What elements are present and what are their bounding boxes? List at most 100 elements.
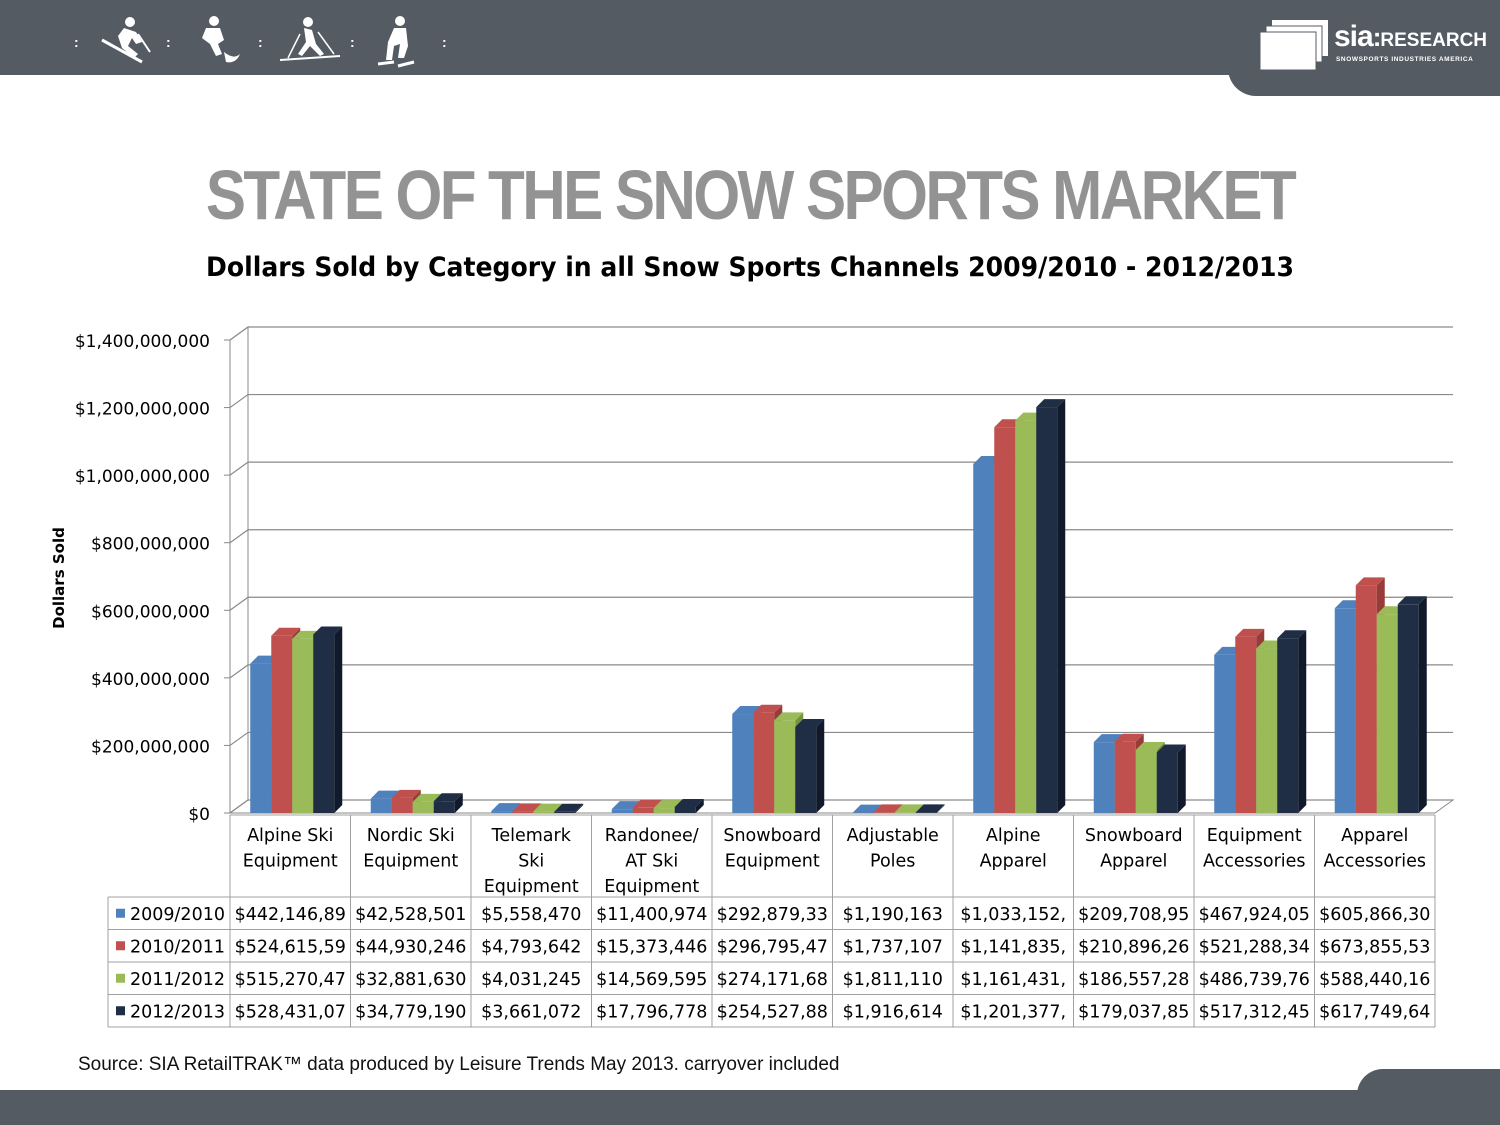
bar-2012-2013: [1156, 744, 1186, 813]
legend-series-name: 2009/2010: [130, 905, 225, 925]
bar-side: [1177, 744, 1186, 813]
bar-front: [313, 634, 335, 813]
bar-front: [1334, 608, 1356, 813]
bar-top: [370, 790, 400, 799]
table-cell-value: $254,527,88: [717, 1002, 828, 1022]
table-cell-value: $42,528,501: [355, 905, 466, 925]
bar-front: [1093, 742, 1115, 813]
bar-front: [795, 727, 817, 813]
bar-front: [1256, 648, 1278, 813]
bar-front: [1397, 604, 1419, 813]
nordic-skier-icon: [279, 17, 341, 61]
table-cell-value: $1,161,431,: [960, 970, 1066, 990]
table-cell-value: $11,400,974: [596, 905, 707, 925]
bar-2012-2013: [1036, 399, 1066, 813]
table-cell-value: $524,615,59: [235, 937, 346, 957]
bar-front: [653, 808, 675, 813]
gridline: [229, 596, 1453, 611]
bar-top: [271, 627, 301, 636]
table-cell-value: $521,288,34: [1199, 937, 1310, 957]
table-cell-value: $515,270,47: [235, 970, 346, 990]
bar-front: [1235, 636, 1257, 813]
table-cell-value: $186,557,28: [1078, 970, 1189, 990]
table-cell-value: $5,558,470: [481, 905, 581, 925]
bar-front: [1036, 407, 1058, 813]
category-label: Alpine Ski: [247, 826, 333, 846]
alpine-skier-icon: [101, 17, 151, 64]
category-label: Alpine: [986, 826, 1041, 846]
bar-side: [575, 803, 584, 813]
bar-front: [774, 720, 796, 813]
table-cell-value: $528,431,07: [235, 1002, 346, 1022]
table-cell-value: $486,739,76: [1199, 970, 1310, 990]
gridline: [229, 529, 1453, 544]
bar-front: [250, 663, 272, 813]
source-note: Source: SIA RetailTRAK™ data produced by…: [78, 1054, 840, 1075]
bar-front: [370, 798, 392, 813]
bar-side: [1057, 399, 1066, 813]
category-label: Equipment: [363, 852, 458, 872]
y-tick-label: $800,000,000: [91, 535, 210, 555]
logo-subline: SNOWSPORTS INDUSTRIES AMERICA: [1336, 56, 1474, 63]
table-cell-value: $179,037,85: [1078, 1002, 1189, 1022]
bar-side: [454, 793, 463, 813]
bar-2012-2013: [433, 793, 463, 813]
y-tick-label: $200,000,000: [91, 737, 210, 757]
table-cell-value: $467,924,05: [1199, 905, 1310, 925]
table-cell-value: $673,855,53: [1319, 937, 1430, 957]
bar-front: [973, 463, 995, 813]
category-label: Snowboard: [723, 826, 821, 846]
bar-chart: $0 $200,000,000 $400,000,000 $600,000,000 $8…: [50, 326, 1455, 1028]
category-label: Telemark: [491, 826, 572, 846]
table-cell-value: $14,569,595: [596, 970, 707, 990]
bar-front: [873, 812, 895, 813]
table-cell-value: $1,916,614: [843, 1002, 943, 1022]
bar-front: [994, 427, 1016, 813]
bar-front: [732, 714, 754, 813]
legend-swatch: [116, 941, 125, 951]
category-label: Poles: [870, 852, 915, 872]
table-cell-value: $1,811,110: [843, 970, 943, 990]
bar-top: [873, 804, 903, 813]
bar-top: [653, 800, 683, 809]
bar-front: [894, 812, 916, 813]
bar-front: [554, 811, 576, 813]
table-cell-value: $210,896,26: [1078, 937, 1189, 957]
bar-front: [1015, 420, 1037, 813]
bar-side: [816, 719, 825, 813]
bar-2012-2013: [1277, 630, 1307, 813]
category-label: Equipment: [604, 877, 699, 897]
category-label: Ski: [518, 852, 544, 872]
logo-suffix: RESEARCH: [1380, 30, 1488, 51]
category-label: Apparel: [1100, 852, 1167, 872]
bar-front: [271, 635, 293, 813]
category-label: Equipment: [1207, 826, 1302, 846]
bar-top: [1135, 741, 1165, 750]
bar-front: [1135, 749, 1157, 813]
separator: :: [74, 34, 79, 50]
legend-swatch: [116, 908, 125, 918]
separator: :: [350, 34, 355, 50]
bar-side: [695, 798, 704, 813]
bar-side: [1298, 630, 1307, 813]
category-label: Apparel: [980, 852, 1047, 872]
table-cell-value: $296,795,47: [717, 937, 828, 957]
snowboarder-icon: [202, 16, 240, 63]
gridline: [229, 326, 1453, 341]
logo-wordmark: sia:RESEARCH: [1334, 20, 1487, 54]
bar-top: [313, 626, 343, 635]
table-cell-value: $617,749,64: [1319, 1002, 1430, 1022]
table-cell-value: $44,930,246: [355, 937, 466, 957]
chart-side-wall: [229, 326, 249, 814]
bar-top: [512, 803, 542, 812]
sport-icons-row: : : : : :: [60, 12, 480, 68]
bar-top: [412, 793, 442, 802]
table-cell-value: $4,031,245: [481, 970, 581, 990]
y-tick-label: $1,000,000,000: [75, 467, 210, 487]
table-cell-value: $3,661,072: [481, 1002, 581, 1022]
bar-top: [491, 803, 521, 812]
category-label: Equipment: [484, 877, 579, 897]
logo-name: sia: [1334, 20, 1374, 53]
separator: :: [166, 34, 171, 50]
table-cell-value: $1,141,835,: [960, 937, 1066, 957]
